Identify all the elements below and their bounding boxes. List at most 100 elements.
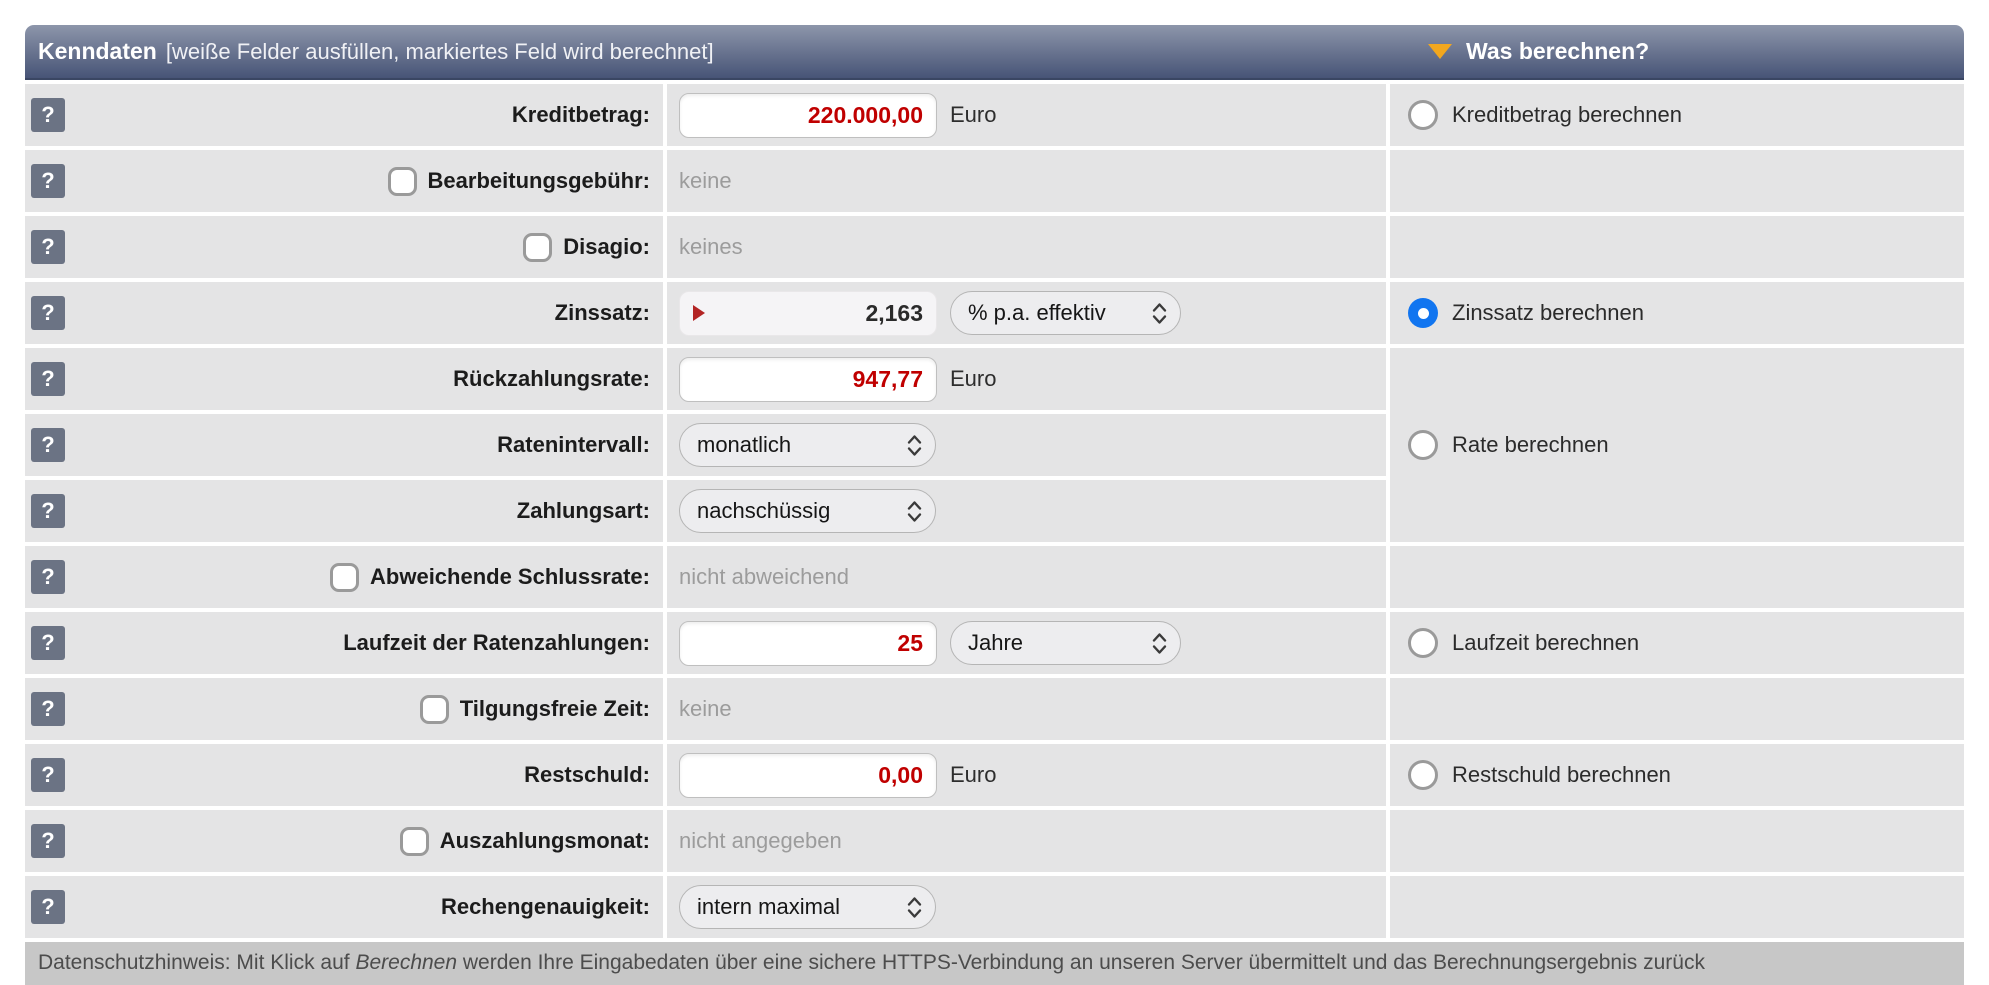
row-rate-radio-cell: Rate berechnen <box>1390 348 1964 542</box>
what-to-calculate-title: Was berechnen? <box>1466 38 1650 64</box>
row-restschuld-input-cell: 0,00 Euro <box>667 744 1386 806</box>
field-label-bearbeitungsgebuehr: Bearbeitungsgebühr: <box>427 168 650 193</box>
row-tilgungsfrei-label-cell: ? Tilgungsfreie Zeit: <box>25 678 663 740</box>
row-zinssatz-input-cell: 2,163 % p.a. effektiv <box>667 282 1386 344</box>
kreditbetrag-input[interactable]: 220.000,00 <box>679 92 937 138</box>
radio-laufzeit-berechnen[interactable] <box>1408 628 1438 658</box>
help-button-restschuld[interactable]: ? <box>31 758 65 792</box>
help-button-disagio[interactable]: ? <box>31 230 65 264</box>
page-title: Kenndaten <box>38 38 157 64</box>
calculated-field-marker-icon <box>693 305 705 321</box>
row-schlussrate-value-cell: nicht abweichend <box>667 546 1386 608</box>
what-to-calculate-header[interactable]: Was berechnen? <box>1428 25 1649 78</box>
rueckzahlungsrate-unit: Euro <box>950 366 997 391</box>
checkbox-auszahlungsmonat[interactable] <box>399 826 429 856</box>
row-auszahlungsmonat-label-cell: ? Auszahlungsmonat: <box>25 810 663 872</box>
row-schlussrate-label-cell: ? Abweichende Schlussrate: <box>25 546 663 608</box>
field-label-disagio: Disagio: <box>563 234 650 259</box>
row-kreditbetrag-input-cell: 220.000,00 Euro <box>667 84 1386 146</box>
select-chevrons-icon <box>1152 302 1167 324</box>
checkbox-disagio[interactable] <box>523 232 553 262</box>
field-label-tilgungsfrei: Tilgungsfreie Zeit: <box>459 696 650 721</box>
row-ratenintervall-label-cell: ? Ratenintervall: <box>25 414 663 476</box>
radio-restschuld-berechnen[interactable] <box>1408 760 1438 790</box>
row-rueckzahlungsrate-label-cell: ? Rückzahlungsrate: <box>25 348 663 410</box>
row-laufzeit-input-cell: 25 Jahre <box>667 612 1386 674</box>
zahlungsart-selected: nachschüssig <box>697 498 831 523</box>
laufzeit-unit-select[interactable]: Jahre <box>950 621 1181 665</box>
row-bearbeitungsgebuehr-label-cell: ? Bearbeitungsgebühr: <box>25 150 663 212</box>
zinssatz-unit-select[interactable]: % p.a. effektiv <box>950 291 1181 335</box>
restschuld-input[interactable]: 0,00 <box>679 752 937 798</box>
row-auszahlungsmonat-value-cell: nicht angegeben <box>667 810 1386 872</box>
row-tilgungsfrei-value-cell: keine <box>667 678 1386 740</box>
help-button-laufzeit[interactable]: ? <box>31 626 65 660</box>
rechengenauigkeit-select[interactable]: intern maximal <box>679 885 936 929</box>
zinssatz-result-field[interactable]: 2,163 <box>679 290 937 336</box>
row-restschuld-radio-cell: Restschuld berechnen <box>1390 744 1964 806</box>
row-auszahlungsmonat-empty-cell <box>1390 810 1964 872</box>
radio-label-restschuld-berechnen: Restschuld berechnen <box>1452 762 1671 787</box>
loan-calculator-panel: Kenndaten [weiße Felder ausfüllen, marki… <box>25 25 1964 985</box>
kreditbetrag-unit: Euro <box>950 102 997 127</box>
radio-label-zinssatz-berechnen: Zinssatz berechnen <box>1452 300 1644 325</box>
radio-label-rate-berechnen: Rate berechnen <box>1452 432 1609 457</box>
row-bearbeitungsgebuehr-value-cell: keine <box>667 150 1386 212</box>
field-label-rechengenauigkeit: Rechengenauigkeit: <box>440 894 650 919</box>
checkbox-bearbeitungsgebuehr[interactable] <box>387 166 417 196</box>
checkbox-schlussrate[interactable] <box>330 562 360 592</box>
help-button-bearbeitungsgebuehr[interactable]: ? <box>31 164 65 198</box>
help-button-ratenintervall[interactable]: ? <box>31 428 65 462</box>
panel-header: Kenndaten [weiße Felder ausfüllen, marki… <box>25 25 1964 80</box>
rechengenauigkeit-selected: intern maximal <box>697 894 841 919</box>
radio-label-kreditbetrag-berechnen: Kreditbetrag berechnen <box>1452 102 1682 127</box>
collapse-triangle-icon[interactable] <box>1428 44 1452 59</box>
bearbeitungsgebuehr-placeholder: keine <box>679 168 732 193</box>
help-button-zahlungsart[interactable]: ? <box>31 494 65 528</box>
field-label-restschuld: Restschuld: <box>524 762 650 787</box>
select-chevrons-icon <box>1152 632 1167 654</box>
row-disagio-value-cell: keines <box>667 216 1386 278</box>
radio-label-laufzeit-berechnen: Laufzeit berechnen <box>1452 630 1640 655</box>
help-button-tilgungsfrei[interactable]: ? <box>31 692 65 726</box>
page-subtitle: [weiße Felder ausfüllen, markiertes Feld… <box>165 39 714 64</box>
checkbox-tilgungsfrei[interactable] <box>419 694 449 724</box>
laufzeit-input[interactable]: 25 <box>679 620 937 666</box>
select-chevrons-icon <box>907 434 922 456</box>
privacy-notice: Datenschutzhinweis: Mit Klick auf Berech… <box>25 942 1964 985</box>
help-button-kreditbetrag[interactable]: ? <box>31 98 65 132</box>
help-button-rechengenauigkeit[interactable]: ? <box>31 890 65 924</box>
help-button-auszahlungsmonat[interactable]: ? <box>31 824 65 858</box>
row-zinssatz-radio-cell: Zinssatz berechnen <box>1390 282 1964 344</box>
zahlungsart-select[interactable]: nachschüssig <box>679 489 936 533</box>
row-laufzeit-label-cell: ? Laufzeit der Ratenzahlungen: <box>25 612 663 674</box>
radio-kreditbetrag-berechnen[interactable] <box>1408 100 1438 130</box>
ratenintervall-select[interactable]: monatlich <box>679 423 936 467</box>
row-schlussrate-empty-cell <box>1390 546 1964 608</box>
row-kreditbetrag-radio-cell: Kreditbetrag berechnen <box>1390 84 1964 146</box>
rueckzahlungsrate-input[interactable]: 947,77 <box>679 356 937 402</box>
privacy-notice-emphasis: Berechnen <box>355 951 458 974</box>
zinssatz-value: 2,163 <box>865 299 923 326</box>
radio-zinssatz-berechnen[interactable] <box>1408 298 1438 328</box>
field-label-rueckzahlungsrate: Rückzahlungsrate: <box>453 366 650 391</box>
row-zahlungsart-select-cell: nachschüssig <box>667 480 1386 542</box>
schlussrate-placeholder: nicht abweichend <box>679 564 850 589</box>
help-button-zinssatz[interactable]: ? <box>31 296 65 330</box>
laufzeit-unit-selected: Jahre <box>968 630 1024 655</box>
form-table: ? Kreditbetrag: 220.000,00 Euro Kreditbe… <box>25 84 1964 938</box>
field-label-kreditbetrag: Kreditbetrag: <box>511 102 650 127</box>
help-button-rueckzahlungsrate[interactable]: ? <box>31 362 65 396</box>
help-button-schlussrate[interactable]: ? <box>31 560 65 594</box>
radio-rate-berechnen[interactable] <box>1408 430 1438 460</box>
select-chevrons-icon <box>907 500 922 522</box>
field-label-zinssatz: Zinssatz: <box>554 300 650 325</box>
row-rechengenauigkeit-empty-cell <box>1390 876 1964 938</box>
auszahlungsmonat-placeholder: nicht angegeben <box>679 828 842 853</box>
row-bearbeitungsgebuehr-empty-cell <box>1390 150 1964 212</box>
row-disagio-label-cell: ? Disagio: <box>25 216 663 278</box>
field-label-ratenintervall: Ratenintervall: <box>497 432 650 457</box>
field-label-auszahlungsmonat: Auszahlungsmonat: <box>439 828 650 853</box>
row-disagio-empty-cell <box>1390 216 1964 278</box>
field-label-laufzeit: Laufzeit der Ratenzahlungen: <box>343 630 650 655</box>
